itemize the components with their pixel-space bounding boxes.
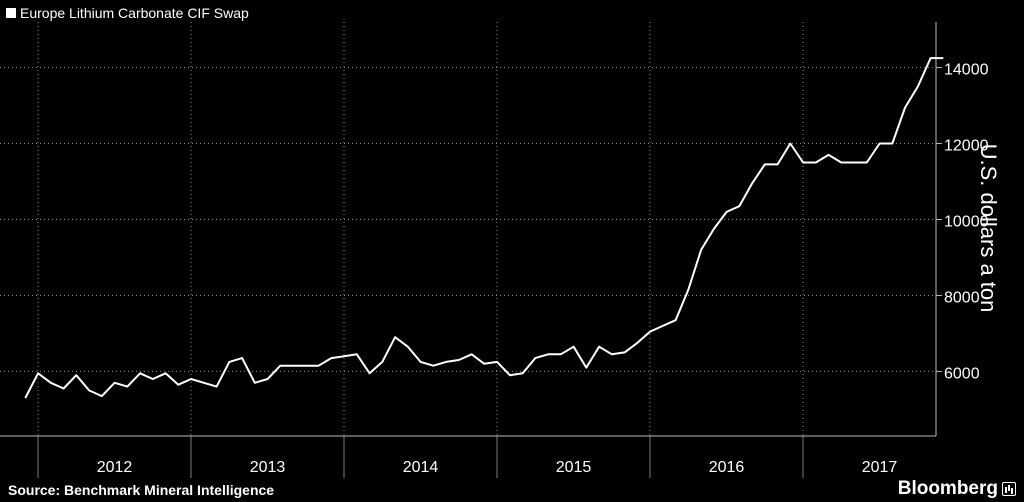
series-group (24, 57, 944, 399)
legend-swatch (6, 8, 16, 18)
x-tick-label-2016: 2016 (709, 459, 745, 476)
legend-label: Europe Lithium Carbonate CIF Swap (20, 5, 249, 21)
x-tick-label-2012: 2012 (97, 459, 133, 476)
brand-logo: Bloomberg (898, 478, 1016, 500)
tick-labels: 6000 8000 10000 12000 14000 2012 2013 2014 2015 2… (97, 62, 989, 476)
x-tick-label-2013: 2013 (250, 459, 286, 476)
x-tick-label-2015: 2015 (556, 459, 592, 476)
brand-name: Bloomberg (897, 478, 998, 499)
legend: Europe Lithium Carbonate CIF Swap (6, 5, 249, 21)
x-tick-label-2017: 2017 (862, 459, 898, 476)
y-tick-label-8000: 8000 (944, 289, 980, 306)
source-note: Source: Benchmark Mineral Intelligence (8, 482, 275, 498)
y-axis-label: U.S. dollars a ton (976, 143, 1001, 313)
y-tick-label-6000: 6000 (944, 365, 980, 382)
y-tick-label-10000: 10000 (944, 214, 989, 231)
x-tick-label-2014: 2014 (403, 459, 439, 476)
y-tick-label-14000: 14000 (944, 62, 989, 79)
axes (0, 22, 942, 478)
series-line-0 (24, 57, 944, 399)
y-tick-label-12000: 12000 (944, 138, 989, 155)
grid-lines (0, 22, 936, 436)
chart-icon (1002, 482, 1016, 496)
